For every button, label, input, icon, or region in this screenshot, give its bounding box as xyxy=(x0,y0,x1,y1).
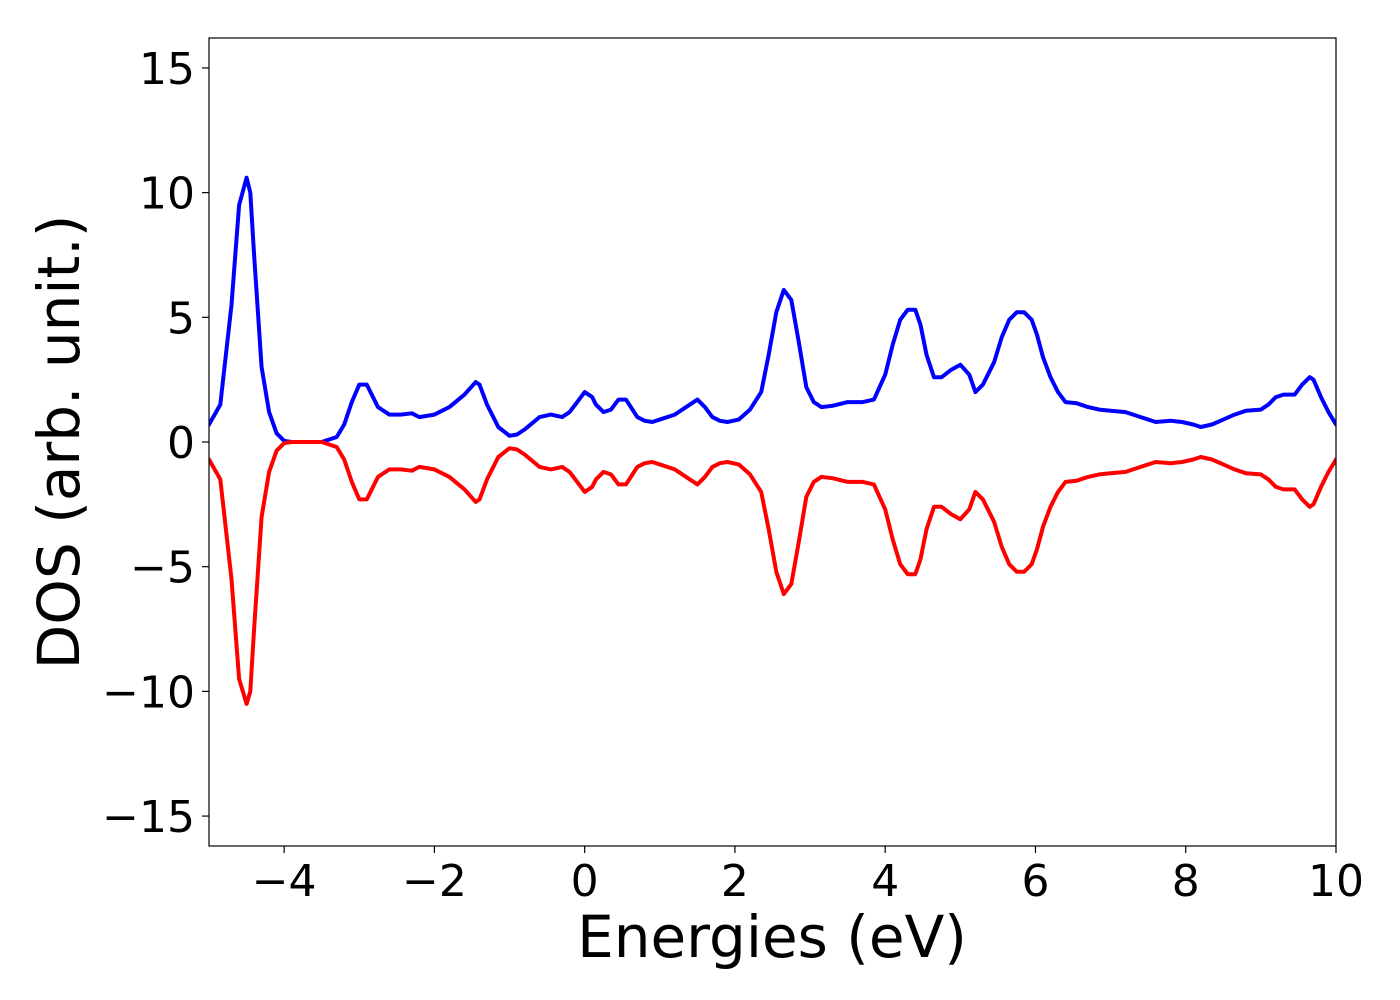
x-tick-label: −4 xyxy=(252,856,317,907)
x-tick-label: 2 xyxy=(721,856,749,907)
x-tick-label: 10 xyxy=(1308,856,1364,907)
y-tick-label: 15 xyxy=(139,44,195,95)
y-axis-title: DOS (arb. unit.) xyxy=(25,215,93,670)
y-tick-label: 10 xyxy=(139,169,195,220)
series-layer xyxy=(209,175,1336,706)
y-tick-label: −15 xyxy=(102,792,195,843)
y-tick-label: 0 xyxy=(167,418,195,469)
series-line-0 xyxy=(209,175,1336,444)
x-axis: −4 −2 0 2 4 6 8 10 xyxy=(252,846,1364,907)
y-tick-label: −10 xyxy=(102,667,195,718)
x-axis-title: Energies (eV) xyxy=(577,903,967,971)
x-tick-label: 4 xyxy=(871,856,899,907)
x-tick-label: 8 xyxy=(1172,856,1200,907)
y-tick-label: 5 xyxy=(167,293,195,344)
series-line-1 xyxy=(209,440,1336,706)
x-tick-label: −2 xyxy=(402,856,467,907)
y-tick-label: −5 xyxy=(130,543,195,594)
y-axis: 15 10 5 0 −5 −10 −15 xyxy=(102,44,209,843)
x-tick-label: 0 xyxy=(571,856,599,907)
x-tick-label: 6 xyxy=(1021,856,1049,907)
